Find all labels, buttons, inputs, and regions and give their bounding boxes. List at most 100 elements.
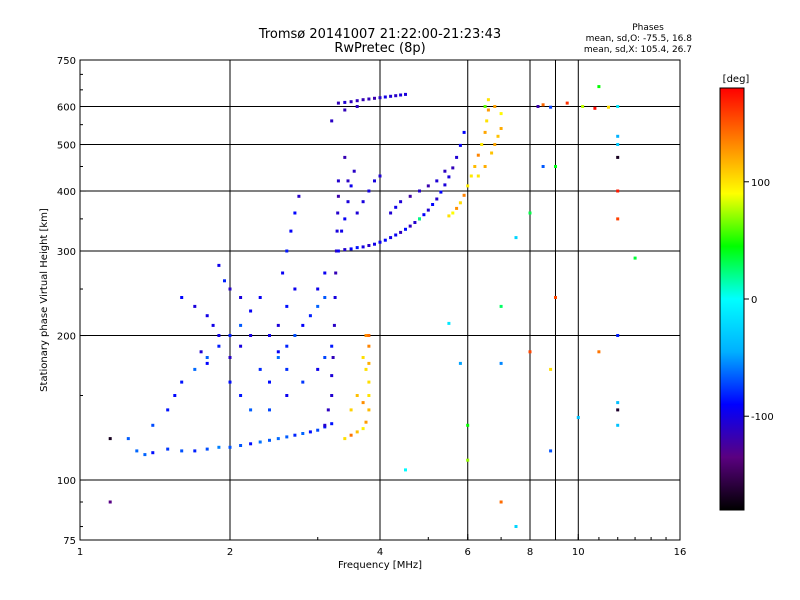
data-point bbox=[554, 296, 557, 299]
data-points bbox=[108, 85, 637, 528]
data-point bbox=[447, 214, 451, 218]
data-point bbox=[126, 437, 130, 441]
chart-subtitle: RwPretec (8p) bbox=[334, 41, 425, 56]
data-point bbox=[166, 408, 170, 412]
data-point bbox=[541, 103, 545, 107]
data-point bbox=[514, 525, 518, 528]
data-point bbox=[330, 394, 334, 397]
data-point bbox=[268, 438, 271, 442]
data-point bbox=[466, 458, 470, 462]
data-point bbox=[493, 143, 497, 146]
data-point bbox=[336, 101, 340, 105]
data-point bbox=[499, 500, 503, 504]
data-point bbox=[367, 361, 371, 365]
data-point bbox=[239, 394, 243, 397]
colorbar bbox=[719, 87, 745, 511]
colorbar-tick-label: -100 bbox=[751, 412, 774, 423]
data-point bbox=[205, 314, 209, 318]
data-point bbox=[367, 380, 371, 384]
data-point bbox=[462, 130, 466, 134]
data-point bbox=[143, 453, 147, 457]
data-point bbox=[343, 155, 347, 159]
stats-title: Phases bbox=[632, 23, 664, 33]
data-point bbox=[451, 211, 455, 215]
data-point bbox=[541, 165, 545, 168]
data-point bbox=[352, 169, 356, 173]
data-point bbox=[135, 449, 139, 453]
data-point bbox=[355, 99, 359, 103]
data-point bbox=[480, 143, 484, 146]
data-point bbox=[435, 179, 439, 183]
data-point bbox=[228, 445, 232, 449]
data-point bbox=[514, 236, 518, 240]
data-point bbox=[332, 323, 336, 327]
data-point bbox=[193, 367, 197, 371]
data-point bbox=[528, 350, 532, 354]
data-point bbox=[316, 304, 320, 308]
data-point bbox=[499, 361, 503, 365]
data-point bbox=[408, 224, 412, 228]
data-point bbox=[268, 334, 271, 337]
data-point bbox=[343, 248, 347, 252]
data-point bbox=[378, 174, 382, 178]
data-point bbox=[355, 105, 359, 108]
data-point bbox=[349, 100, 353, 104]
data-point bbox=[285, 394, 289, 397]
y-tick-label: 300 bbox=[57, 247, 76, 258]
data-point bbox=[361, 245, 365, 249]
data-point bbox=[323, 271, 327, 275]
data-point bbox=[455, 155, 459, 159]
data-point bbox=[404, 92, 407, 96]
data-point bbox=[476, 174, 480, 178]
data-point bbox=[389, 236, 393, 240]
x-tick-label: 1 bbox=[77, 547, 83, 558]
stats-line-o: mean, sd,O: -75.5, 16.8 bbox=[586, 34, 693, 44]
data-point bbox=[383, 95, 387, 99]
data-point bbox=[355, 211, 359, 215]
data-point bbox=[217, 445, 221, 449]
data-point bbox=[404, 468, 407, 472]
x-tick-label: 6 bbox=[465, 547, 471, 558]
data-point bbox=[180, 380, 184, 384]
data-point bbox=[389, 211, 393, 215]
data-point bbox=[239, 344, 243, 348]
data-point bbox=[239, 296, 243, 299]
data-point bbox=[361, 98, 365, 102]
data-point bbox=[466, 184, 470, 188]
data-point bbox=[205, 447, 209, 451]
data-point bbox=[373, 179, 376, 183]
data-point bbox=[493, 105, 497, 108]
data-point bbox=[151, 451, 155, 455]
data-point bbox=[276, 350, 280, 354]
y-tick-label: 750 bbox=[57, 56, 76, 67]
colorbar-label: [deg] bbox=[723, 74, 750, 85]
data-point bbox=[466, 423, 470, 427]
data-point bbox=[349, 408, 353, 412]
data-point bbox=[211, 323, 215, 327]
data-point bbox=[581, 105, 585, 108]
data-point bbox=[166, 447, 170, 451]
data-point bbox=[346, 200, 350, 204]
grid-lines bbox=[80, 60, 680, 540]
x-tick-label: 10 bbox=[572, 547, 585, 558]
data-point bbox=[193, 304, 197, 308]
data-point bbox=[431, 203, 435, 206]
data-point bbox=[367, 344, 371, 348]
data-point bbox=[616, 334, 620, 337]
data-point bbox=[281, 271, 285, 275]
data-point bbox=[276, 437, 280, 441]
data-point bbox=[462, 193, 466, 197]
data-point bbox=[258, 367, 262, 371]
data-point bbox=[336, 249, 340, 253]
data-point bbox=[373, 96, 376, 100]
data-point bbox=[334, 249, 338, 253]
data-point bbox=[276, 323, 280, 327]
y-tick-label: 500 bbox=[57, 141, 76, 152]
data-point bbox=[443, 169, 447, 173]
data-point bbox=[301, 432, 305, 435]
data-point bbox=[593, 106, 597, 110]
data-point bbox=[458, 201, 462, 205]
data-point bbox=[383, 238, 387, 242]
data-point bbox=[616, 134, 620, 138]
data-point bbox=[418, 189, 421, 193]
